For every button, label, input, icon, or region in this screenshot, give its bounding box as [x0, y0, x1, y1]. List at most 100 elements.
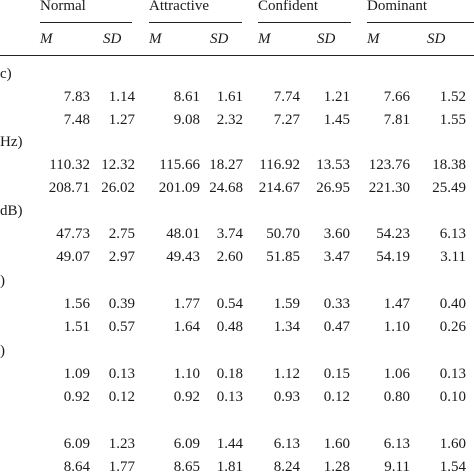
subheader-mean: M [40, 31, 53, 47]
cell-sd: 6.13 [439, 226, 466, 242]
cell-sd: 1.60 [323, 436, 350, 452]
cell-sd: 0.13 [108, 366, 135, 382]
table-rule [0, 55, 474, 56]
header-underline [40, 22, 132, 23]
cell-sd: 18.27 [209, 157, 243, 173]
column-header: Dominant [367, 0, 427, 14]
subheader-sd: SD [210, 31, 229, 47]
group-label: ) [0, 343, 5, 359]
cell-mean: 208.71 [48, 180, 90, 196]
cell-sd: 3.60 [323, 226, 350, 242]
cell-sd: 2.97 [108, 249, 135, 265]
cell-mean: 7.74 [273, 89, 300, 105]
cell-sd: 0.40 [439, 296, 466, 312]
cell-mean: 1.06 [383, 366, 410, 382]
cell-mean: 6.09 [173, 436, 200, 452]
cell-sd: 0.47 [323, 319, 350, 335]
subheader-sd: SD [427, 31, 446, 47]
cell-mean: 6.09 [63, 436, 90, 452]
header-underline [149, 22, 242, 23]
cell-sd: 1.23 [108, 436, 135, 452]
cell-sd: 1.81 [216, 459, 243, 475]
cell-mean: 6.13 [383, 436, 410, 452]
cell-mean: 0.92 [63, 389, 90, 405]
cell-sd: 2.32 [216, 112, 243, 128]
group-label: Hz) [0, 134, 23, 150]
cell-mean: 0.92 [173, 389, 200, 405]
cell-mean: 7.27 [273, 112, 300, 128]
cell-sd: 2.75 [108, 226, 135, 242]
header-underline [258, 22, 351, 23]
cell-sd: 0.39 [108, 296, 135, 312]
cell-mean: 214.67 [258, 180, 300, 196]
subheader-mean: M [149, 31, 162, 47]
cell-mean: 0.93 [273, 389, 300, 405]
cell-sd: 0.13 [216, 389, 243, 405]
cell-sd: 0.10 [439, 389, 466, 405]
cell-sd: 0.15 [323, 366, 350, 382]
cell-sd: 1.44 [216, 436, 243, 452]
cell-mean: 0.80 [383, 389, 410, 405]
cell-sd: 1.45 [323, 112, 350, 128]
cell-mean: 1.51 [63, 319, 90, 335]
cell-mean: 51.85 [266, 249, 300, 265]
cell-mean: 6.13 [273, 436, 300, 452]
cell-mean: 1.34 [273, 319, 300, 335]
cell-mean: 48.01 [166, 226, 200, 242]
cell-sd: 18.38 [432, 157, 466, 173]
subheader-mean: M [367, 31, 380, 47]
cell-sd: 24.68 [209, 180, 243, 196]
cell-sd: 0.13 [439, 366, 466, 382]
cell-sd: 0.12 [323, 389, 350, 405]
subheader-mean: M [258, 31, 271, 47]
cell-sd: 0.33 [323, 296, 350, 312]
subheader-sd: SD [103, 31, 122, 47]
cell-mean: 201.09 [158, 180, 200, 196]
cell-mean: 9.11 [384, 459, 410, 475]
cell-mean: 47.73 [56, 226, 90, 242]
cell-mean: 9.08 [173, 112, 200, 128]
cell-mean: 1.10 [173, 366, 200, 382]
cell-sd: 1.28 [323, 459, 350, 475]
cell-sd: 26.95 [316, 180, 350, 196]
cell-sd: 3.47 [323, 249, 350, 265]
cell-sd: 1.27 [108, 112, 135, 128]
cell-mean: 221.30 [368, 180, 410, 196]
cell-mean: 110.32 [49, 157, 90, 173]
cell-mean: 1.64 [173, 319, 200, 335]
cell-mean: 1.10 [383, 319, 410, 335]
column-header: Attractive [149, 0, 209, 14]
column-header: Normal [40, 0, 86, 14]
cell-sd: 1.52 [439, 89, 466, 105]
cell-mean: 116.92 [259, 157, 300, 173]
cell-sd: 1.60 [439, 436, 466, 452]
cell-mean: 7.83 [63, 89, 90, 105]
cell-mean: 123.76 [368, 157, 410, 173]
cell-sd: 0.26 [439, 319, 466, 335]
cell-mean: 8.24 [273, 459, 300, 475]
cell-sd: 0.54 [216, 296, 243, 312]
cell-mean: 49.07 [56, 249, 90, 265]
cell-sd: 3.74 [216, 226, 243, 242]
cell-sd: 25.49 [432, 180, 466, 196]
cell-sd: 1.61 [216, 89, 243, 105]
cell-sd: 1.77 [108, 459, 135, 475]
cell-sd: 3.11 [440, 249, 466, 265]
cell-sd: 1.54 [439, 459, 466, 475]
column-header: Confident [258, 0, 318, 14]
cell-sd: 1.21 [323, 89, 350, 105]
cell-sd: 0.12 [108, 389, 135, 405]
cell-sd: 13.53 [316, 157, 350, 173]
cell-mean: 1.47 [383, 296, 410, 312]
group-label: dB) [0, 203, 23, 219]
cell-sd: 12.32 [101, 157, 135, 173]
cell-sd: 0.57 [108, 319, 135, 335]
cell-mean: 7.81 [383, 112, 410, 128]
cell-mean: 1.59 [273, 296, 300, 312]
cell-sd: 0.48 [216, 319, 243, 335]
cell-mean: 1.09 [63, 366, 90, 382]
cell-mean: 8.64 [63, 459, 90, 475]
cell-sd: 2.60 [216, 249, 243, 265]
cell-mean: 54.19 [376, 249, 410, 265]
cell-mean: 1.56 [63, 296, 90, 312]
